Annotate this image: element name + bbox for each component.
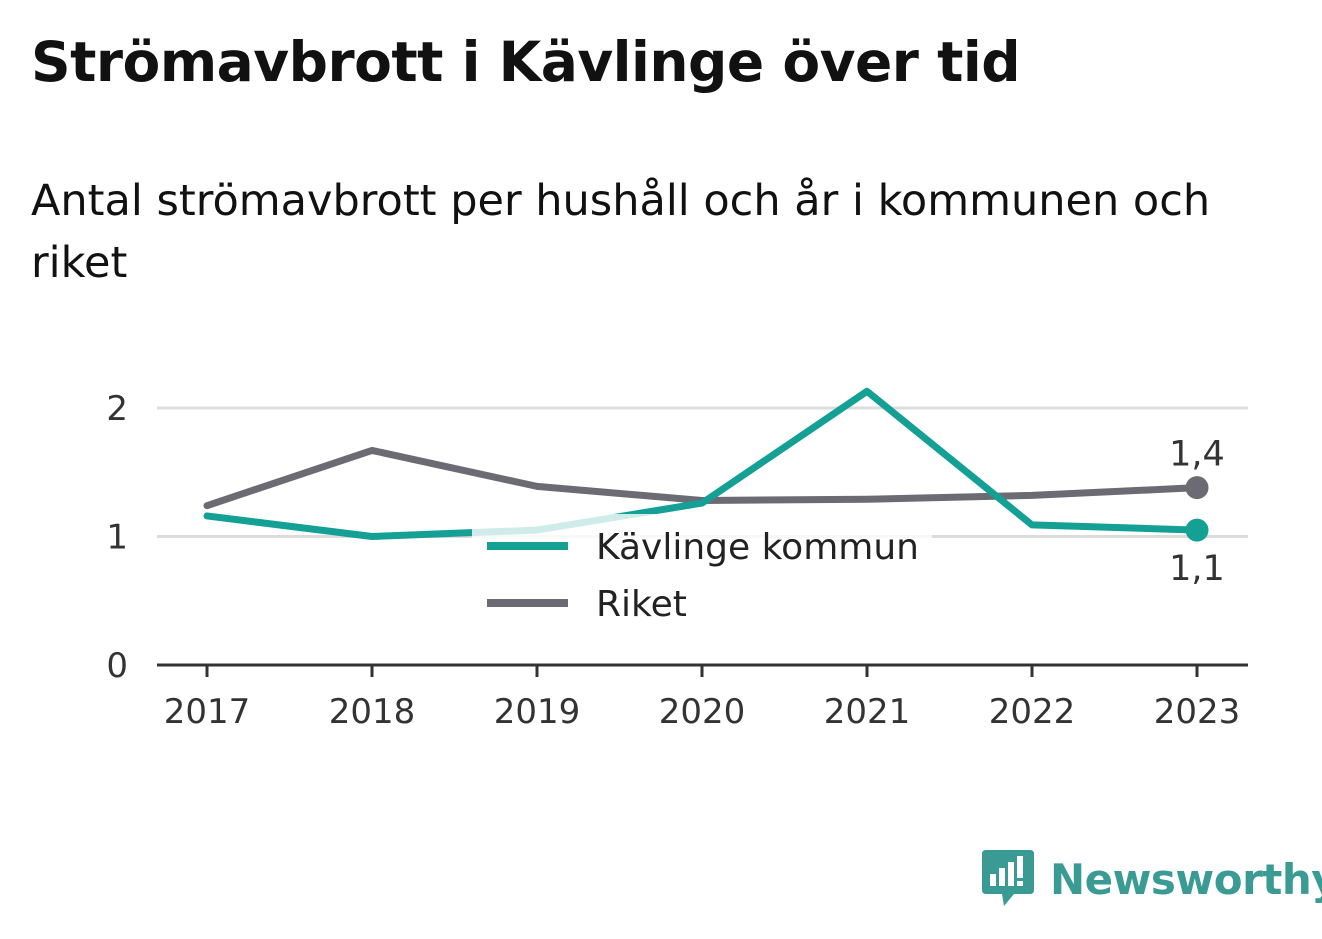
- chart-title: Strömavbrott i Kävlinge över tid: [31, 30, 1021, 94]
- y-tick-label: 1: [106, 518, 128, 558]
- newsworthy-logo-icon: [982, 850, 1034, 906]
- end-value-label: 1,4: [1169, 435, 1225, 475]
- y-axis-ticks: 0 1 2: [106, 389, 128, 686]
- series-kavlinge-kommun: [203, 387, 1209, 542]
- legend-background: [472, 514, 932, 640]
- series-line: [203, 387, 1201, 540]
- x-tick-label: 2017: [164, 692, 251, 732]
- x-tick-label: 2023: [1154, 692, 1241, 732]
- legend-label: Kävlinge kommun: [596, 527, 919, 568]
- y-tick-label: 2: [106, 389, 128, 429]
- brand-name: Newsworthy: [1050, 854, 1322, 904]
- x-tick-label: 2021: [824, 692, 911, 732]
- end-labels: 1,1 1,4: [1169, 435, 1225, 589]
- series-end-point: [1185, 518, 1209, 542]
- x-axis: 2017 2018 2019 2020 2021 2022 2023: [157, 663, 1248, 732]
- chart-subtitle: Antal strömavbrott per hushåll och år i …: [31, 176, 1211, 288]
- x-tick-label: 2019: [494, 692, 581, 732]
- y-tick-label: 0: [106, 646, 128, 686]
- legend-label: Riket: [596, 584, 687, 625]
- x-tick-label: 2018: [329, 692, 416, 732]
- x-tick-label: 2022: [989, 692, 1076, 732]
- series-end-point: [1185, 476, 1209, 500]
- legend: Kävlinge kommun Riket: [472, 514, 932, 640]
- brand: Newsworthy: [980, 848, 1322, 910]
- series-line: [203, 446, 1201, 510]
- end-value-label: 1,1: [1169, 549, 1225, 589]
- x-tick-label: 2020: [659, 692, 746, 732]
